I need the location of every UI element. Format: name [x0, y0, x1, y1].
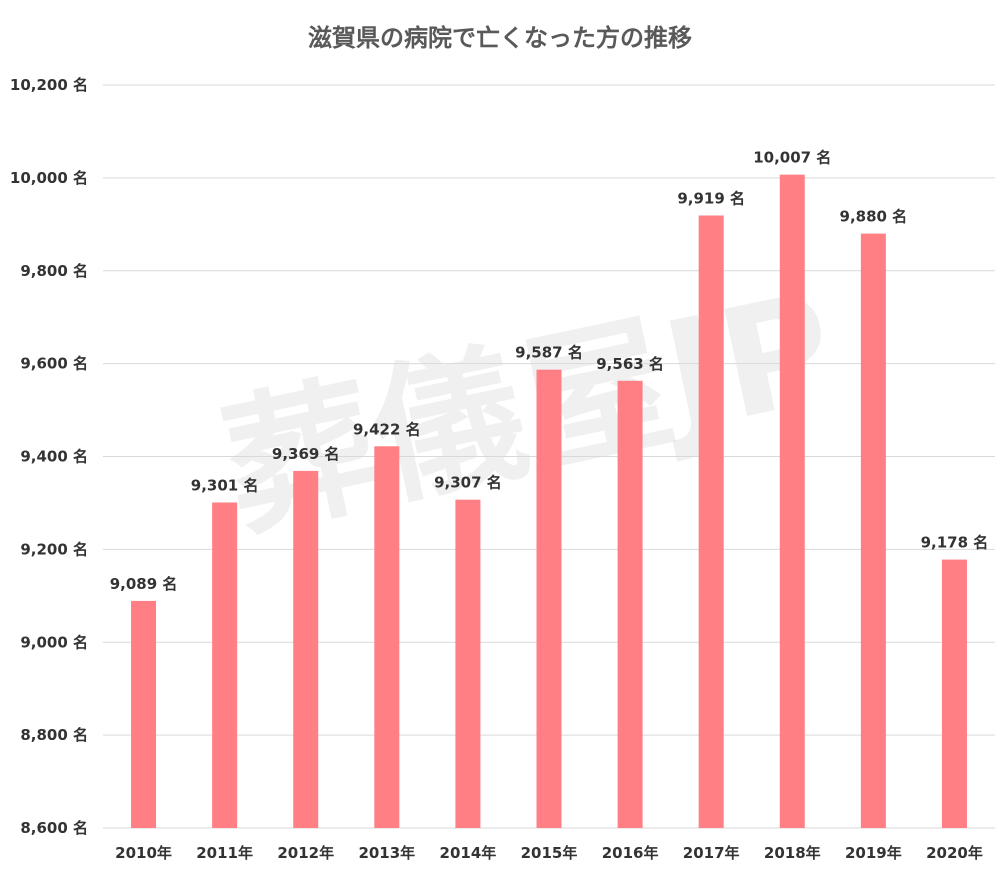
bar: [860, 233, 886, 829]
x-tick-label: 2017年: [683, 844, 740, 862]
y-tick-label: 9,000 名: [20, 633, 88, 651]
x-tick-label: 2014年: [440, 844, 497, 862]
bar: [698, 215, 724, 828]
bar: [617, 380, 643, 828]
y-tick-label: 8,800 名: [20, 726, 88, 744]
data-label: 9,563 名: [596, 355, 664, 373]
y-tick-label: 10,200 名: [10, 76, 88, 94]
bar: [941, 559, 967, 828]
x-tick-label: 2019年: [845, 844, 902, 862]
y-tick-label: 9,800 名: [20, 262, 88, 280]
x-tick-label: 2018年: [764, 844, 821, 862]
y-tick-label: 8,600 名: [20, 819, 88, 837]
x-tick-label: 2011年: [196, 844, 253, 862]
bar: [455, 499, 481, 828]
data-labels: 9,089 名 9,301 名 9,369 名 9,422 名 9,307 名 9,587…: [110, 149, 989, 593]
bar: [779, 174, 805, 828]
data-label: 9,919 名: [677, 189, 745, 207]
x-tick-label: 2012年: [277, 844, 334, 862]
data-label: 9,422 名: [353, 420, 421, 438]
y-axis-ticks: 8,600 名 8,800 名 9,000 名 9,200 名 9,400 名 9,600…: [10, 76, 88, 837]
bar: [293, 470, 319, 828]
x-tick-label: 2015年: [521, 844, 578, 862]
y-tick-label: 9,600 名: [20, 355, 88, 373]
x-tick-label: 2010年: [115, 844, 172, 862]
data-label: 9,307 名: [434, 474, 502, 492]
bars: [131, 174, 967, 829]
data-label: 9,369 名: [272, 445, 340, 463]
bar: [131, 600, 157, 828]
y-tick-label: 10,000 名: [10, 169, 88, 187]
data-label: 9,089 名: [110, 575, 178, 593]
bar: [374, 446, 400, 828]
data-label: 9,587 名: [515, 344, 583, 362]
chart-title: 滋賀県の病院で亡くなった方の推移: [308, 24, 692, 52]
x-tick-label: 2020年: [926, 844, 983, 862]
y-tick-label: 9,400 名: [20, 448, 88, 466]
data-label: 10,007 名: [753, 149, 831, 167]
data-label: 9,301 名: [191, 476, 259, 494]
y-tick-label: 9,200 名: [20, 540, 88, 558]
x-tick-label: 2016年: [602, 844, 659, 862]
bar: [536, 369, 562, 828]
bar: [212, 502, 238, 828]
x-axis-ticks: 2010年 2011年 2012年 2013年 2014年 2015年 2016年 2017年…: [115, 844, 983, 862]
data-label: 9,880 名: [840, 208, 908, 226]
x-tick-label: 2013年: [358, 844, 415, 862]
data-label: 9,178 名: [921, 534, 989, 552]
